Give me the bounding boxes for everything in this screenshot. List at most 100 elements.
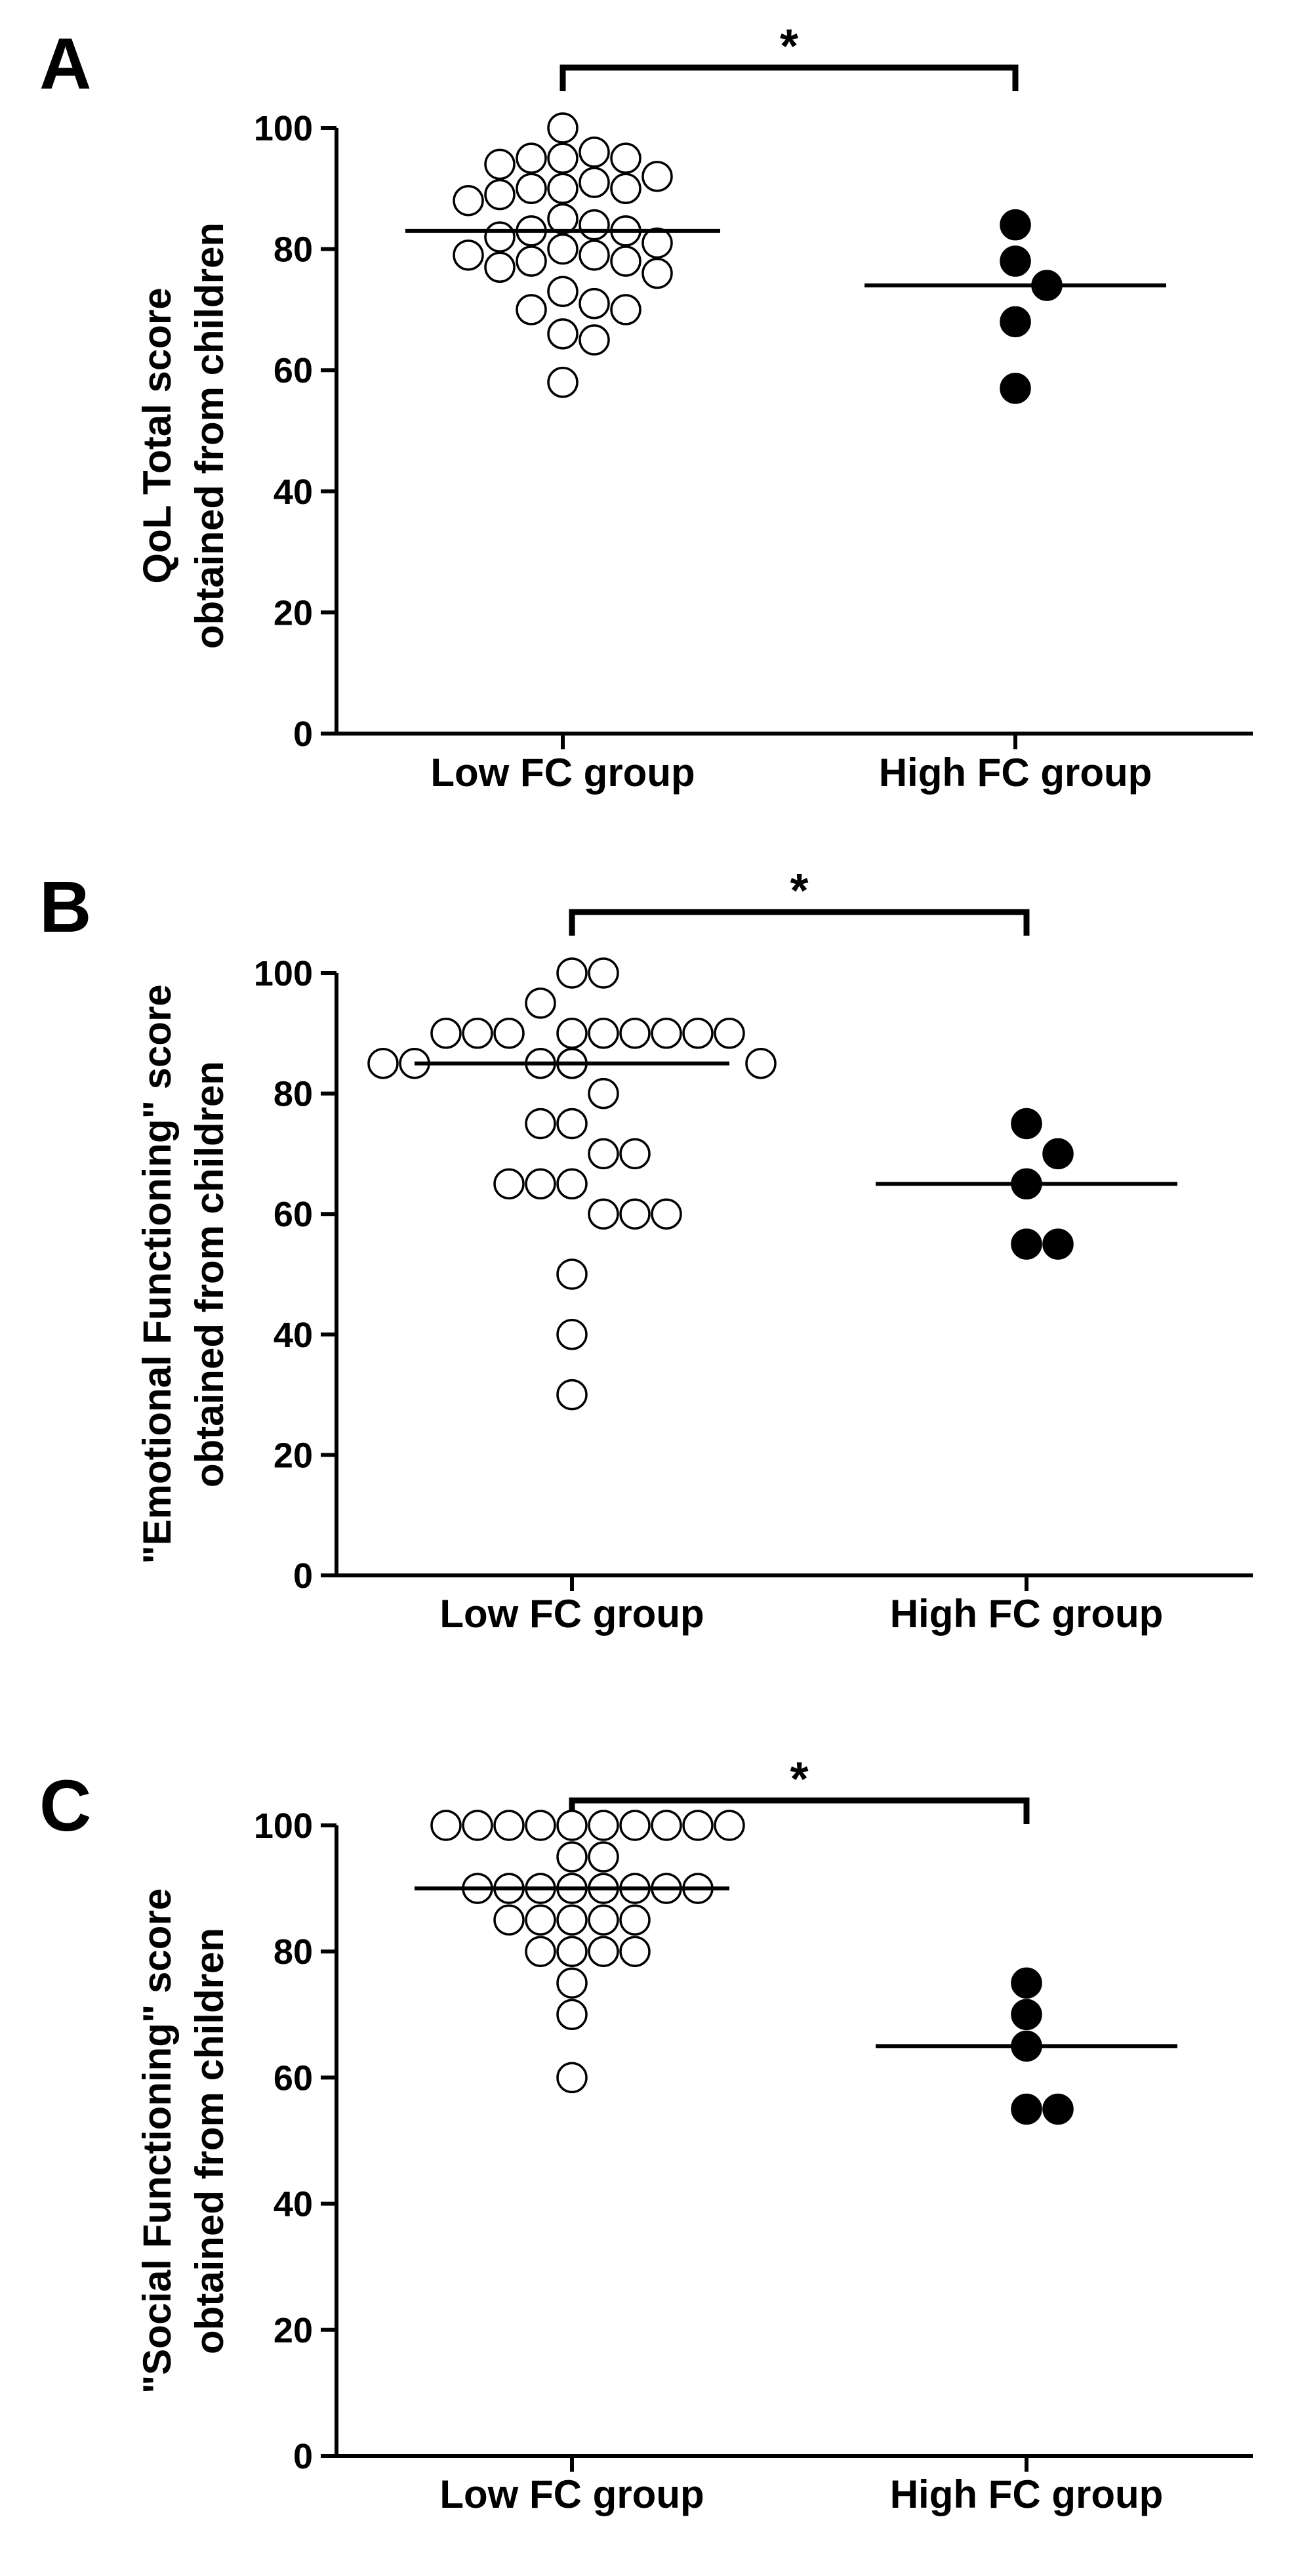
- data-point-b-low: [651, 1018, 682, 1049]
- data-point-a-high: [1000, 209, 1031, 241]
- data-point-a-low: [579, 167, 610, 198]
- data-point-b-low: [556, 1168, 588, 1200]
- data-point-b-low: [619, 1018, 651, 1049]
- data-point-a-low: [579, 136, 610, 168]
- data-point-a-low: [547, 366, 579, 398]
- y-tick-label-b: 100: [254, 954, 313, 993]
- data-point-a-low: [453, 239, 484, 271]
- significance-bracket-a: [559, 64, 1019, 91]
- data-point-b-low: [619, 1138, 651, 1170]
- data-point-c-low: [525, 1904, 556, 1936]
- data-point-c-low: [556, 1936, 588, 1967]
- data-point-c-low: [619, 1904, 651, 1936]
- data-point-b-low: [556, 957, 588, 989]
- data-point-a-low: [610, 245, 641, 277]
- y-axis-title-b: "Emotional Functioning" score: [135, 984, 179, 1564]
- data-point-a-low: [516, 245, 547, 277]
- data-point-a-low: [547, 112, 579, 144]
- y-axis-title-a: QoL Total score: [135, 287, 179, 583]
- data-point-a-low: [641, 161, 673, 192]
- data-point-a-low: [484, 178, 516, 211]
- data-point-b-high: [1042, 1228, 1074, 1260]
- data-point-c-low: [525, 1936, 556, 1967]
- data-point-c-low: [556, 2062, 588, 2094]
- data-point-a-low: [579, 324, 610, 356]
- data-point-a-low: [547, 233, 579, 265]
- data-point-a-low: [610, 294, 641, 325]
- data-point-c-low: [493, 1810, 525, 1841]
- data-point-c-low: [556, 1967, 588, 1999]
- y-tick-label-c: 0: [293, 2437, 313, 2476]
- data-point-b-low: [525, 1108, 556, 1140]
- data-point-b-low: [556, 1319, 588, 1350]
- data-point-b-low: [493, 1168, 525, 1200]
- data-point-c-low: [556, 1999, 588, 2031]
- data-point-a-low: [547, 276, 579, 307]
- data-point-a-low: [453, 185, 484, 217]
- data-point-b-low: [651, 1198, 682, 1230]
- data-point-b-low: [525, 1168, 556, 1200]
- data-point-b-high: [1011, 1108, 1042, 1140]
- data-point-b-low: [493, 1018, 525, 1049]
- data-point-a-high: [1000, 306, 1031, 338]
- y-tick-label-b: 40: [274, 1316, 313, 1355]
- y-tick-label-a: 40: [274, 472, 313, 512]
- data-point-a-low: [610, 173, 641, 205]
- y-tick-label-c: 40: [274, 2185, 313, 2224]
- x-category-label-a: Low FC group: [430, 751, 695, 795]
- data-point-c-low: [588, 1936, 619, 1967]
- data-point-b-low: [556, 1379, 588, 1411]
- panel-letter-c: C: [39, 1766, 91, 1846]
- data-point-c-high: [1011, 1967, 1042, 1999]
- data-point-a-high: [1000, 245, 1031, 277]
- data-point-b-low: [588, 1018, 619, 1049]
- significance-bracket-b: [569, 909, 1030, 936]
- y-tick-label-c: 60: [274, 2058, 313, 2098]
- x-category-label-c: High FC group: [890, 2472, 1164, 2516]
- data-point-b-low: [619, 1198, 651, 1230]
- data-point-a-low: [484, 148, 516, 180]
- data-point-b-low: [430, 1018, 462, 1049]
- y-tick-label-a: 80: [274, 230, 313, 270]
- y-tick-label-c: 100: [254, 1806, 313, 1846]
- data-point-b-high: [1011, 1228, 1042, 1260]
- data-point-c-low: [651, 1810, 682, 1841]
- y-tick-label-a: 0: [293, 715, 313, 754]
- data-point-b-low: [745, 1047, 777, 1079]
- data-point-c-low: [525, 1810, 556, 1841]
- data-point-a-low: [547, 142, 579, 174]
- data-point-c-low: [462, 1810, 493, 1841]
- data-point-b-low: [556, 1258, 588, 1290]
- x-category-label-b: Low FC group: [439, 1592, 704, 1636]
- data-point-a-low: [484, 251, 516, 283]
- significance-label-c: *: [790, 1753, 808, 1806]
- data-point-c-high: [1011, 2093, 1042, 2125]
- data-point-a-low: [579, 209, 610, 241]
- y-tick-label-a: 100: [254, 109, 313, 148]
- data-point-c-low: [556, 1810, 588, 1841]
- data-point-c-low: [588, 1810, 619, 1841]
- data-point-b-low: [588, 957, 619, 989]
- data-point-b-low: [588, 1198, 619, 1230]
- y-tick-label-b: 0: [293, 1556, 313, 1596]
- y-tick-label-b: 80: [274, 1075, 313, 1114]
- data-point-b-low: [588, 1077, 619, 1110]
- panel-letter-b: B: [39, 867, 91, 947]
- data-point-b-high: [1042, 1138, 1074, 1170]
- y-axis-subtitle-a: obtained from children: [188, 222, 232, 649]
- data-point-c-low: [588, 1904, 619, 1936]
- x-category-label-a: High FC group: [879, 751, 1152, 795]
- y-tick-label-a: 60: [274, 351, 313, 390]
- data-point-b-low: [682, 1018, 714, 1049]
- y-axis-subtitle-c: obtained from children: [188, 1928, 232, 2354]
- data-point-b-low: [556, 1018, 588, 1049]
- data-point-a-low: [516, 142, 547, 174]
- data-point-c-high: [1042, 2093, 1074, 2125]
- data-point-b-low: [367, 1047, 399, 1079]
- y-tick-label-c: 80: [274, 1932, 313, 1972]
- data-point-b-low: [556, 1108, 588, 1140]
- data-point-c-low: [619, 1810, 651, 1841]
- data-point-c-high: [1011, 1999, 1042, 2031]
- data-point-c-low: [682, 1810, 714, 1841]
